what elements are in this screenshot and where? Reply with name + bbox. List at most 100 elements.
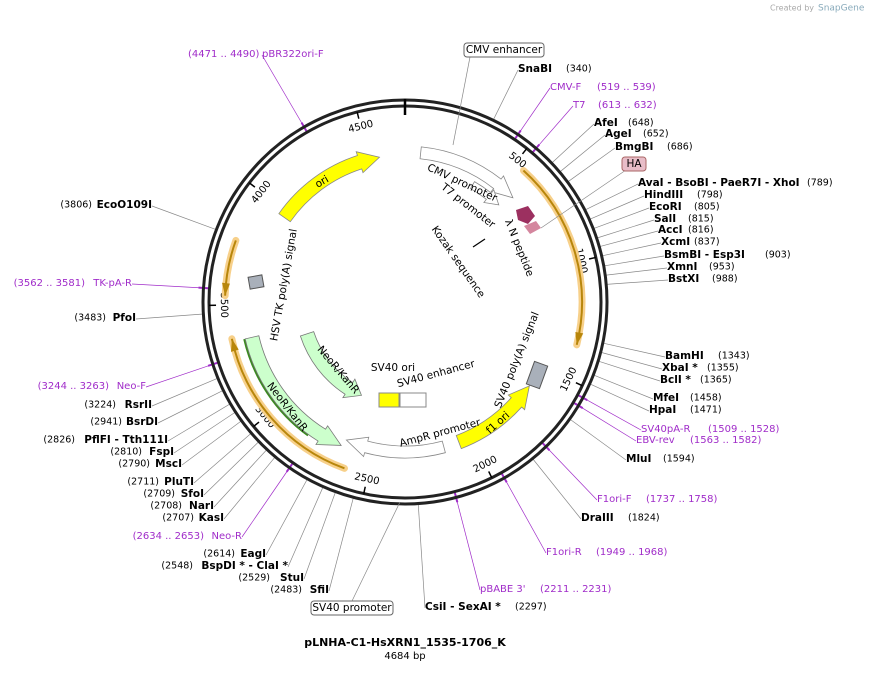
ha-mark	[524, 221, 541, 234]
leader-line	[213, 449, 268, 508]
leader-line	[151, 205, 217, 231]
primer-name: T7	[572, 100, 585, 111]
leader-line	[151, 377, 219, 407]
tick-mark	[363, 486, 366, 494]
leader-line	[167, 403, 231, 442]
leader-line	[503, 477, 547, 554]
site-position: (805)	[694, 202, 720, 213]
site-position: (953)	[709, 262, 735, 273]
feature-box	[310, 600, 394, 616]
enzyme-name: CsiI - SexAI *	[425, 601, 501, 613]
leader-line	[173, 411, 236, 454]
leader-line	[606, 279, 669, 285]
enzyme-name: AgeI	[605, 128, 632, 140]
brand: SnapGene	[818, 4, 865, 14]
lambda-n-mark	[516, 206, 535, 224]
enzyme-name: PflFI - Tth111I	[84, 434, 168, 446]
site-position: (3244 .. 3263)	[38, 381, 110, 392]
enzyme-name: SalI	[654, 213, 676, 225]
site-position: (2711)	[127, 477, 159, 488]
enzyme-name: SnaBI	[518, 63, 552, 75]
site-position: (1509 .. 1528)	[708, 424, 780, 435]
leader-line	[455, 497, 481, 591]
site-position: (613 .. 632)	[598, 100, 657, 111]
feature-box	[621, 156, 647, 172]
site-position: (816)	[688, 225, 714, 236]
site-position: (1594)	[663, 454, 695, 465]
enzyme-name: HpaI	[649, 404, 676, 416]
enzyme-name: DraIII	[581, 512, 614, 524]
leader-line	[328, 497, 354, 592]
site-position: (3483)	[74, 313, 106, 324]
leader-line	[265, 478, 308, 556]
primer-name: F1ori-R	[546, 547, 582, 558]
leader-line	[157, 389, 224, 424]
leader-line	[559, 134, 606, 173]
leader-line	[492, 69, 519, 121]
f1-ori-arrow	[455, 385, 530, 450]
site-position: (340)	[566, 64, 592, 75]
site-position: (1471)	[690, 405, 722, 416]
leader-line	[589, 383, 650, 412]
site-position: (2614)	[203, 549, 235, 560]
leader-line	[417, 503, 426, 609]
box-leader	[351, 501, 401, 602]
tick-mark	[253, 421, 260, 428]
map-length: 4684 bp	[384, 651, 425, 662]
site-position: (1365)	[700, 375, 732, 386]
site-position: (2708)	[150, 501, 182, 512]
tick-mark	[588, 256, 597, 260]
leader-line	[517, 87, 551, 135]
site-position: (1737 .. 1758)	[646, 494, 718, 505]
map-name: pLNHA-C1-HsXRN1_1535-1706_K	[304, 636, 506, 649]
enzyme-name: BmgBI	[615, 141, 653, 153]
sv40-polya-box	[525, 360, 549, 390]
tick-label: 4500	[347, 119, 374, 136]
tick-label: 3500	[218, 292, 229, 318]
enzyme-name: AfeI	[594, 117, 618, 129]
tick-label: 1500	[559, 366, 580, 394]
enzyme-name: BamHI	[665, 350, 704, 362]
ori-arrow	[278, 151, 381, 223]
tick-mark	[356, 111, 360, 119]
leader-line	[131, 283, 204, 289]
feature-label: CMV enhancer	[466, 44, 543, 56]
site-position: (837)	[694, 237, 720, 248]
leader-line	[569, 418, 627, 461]
enzyme-name: AccI	[658, 224, 682, 236]
site-position: (686)	[667, 142, 693, 153]
leader-line	[600, 351, 663, 370]
leader-line	[303, 491, 336, 580]
enzyme-name: EcoRI	[649, 201, 682, 213]
enzyme-name: MfeI	[653, 392, 679, 404]
leader-line	[602, 342, 666, 358]
enzyme-name: MscI	[155, 458, 182, 470]
leader-line	[601, 242, 662, 257]
kozak-mark	[472, 238, 486, 248]
leader-line	[598, 360, 661, 382]
feature-label: ori	[313, 173, 331, 190]
leader-line	[599, 230, 659, 248]
site-position: (2707)	[162, 513, 194, 524]
neor-inner-arrow	[299, 331, 363, 399]
leader-line	[584, 183, 639, 211]
leader-line	[135, 313, 204, 320]
site-position: (2297)	[515, 602, 547, 613]
feature-arc	[230, 338, 345, 470]
primer-name: F1ori-F	[597, 494, 632, 505]
site-position: (2941)	[90, 417, 122, 428]
site-position: (1563 .. 1582)	[690, 435, 762, 446]
ampr-promoter-arrow	[345, 436, 446, 459]
leader-line	[578, 405, 637, 442]
feature-label: SV40 promoter	[312, 602, 392, 614]
primer-name: Neo-F	[117, 381, 147, 392]
enzyme-name: HindIII	[644, 189, 683, 201]
site-position: (789)	[807, 178, 833, 189]
leader-line	[203, 441, 260, 496]
leader-line	[261, 54, 305, 128]
tick-mark	[521, 147, 528, 155]
site-position: (1949 .. 1968)	[596, 547, 668, 558]
tick-mark	[488, 471, 493, 479]
leader-line	[605, 267, 668, 276]
enzyme-name: FspI	[149, 446, 174, 458]
